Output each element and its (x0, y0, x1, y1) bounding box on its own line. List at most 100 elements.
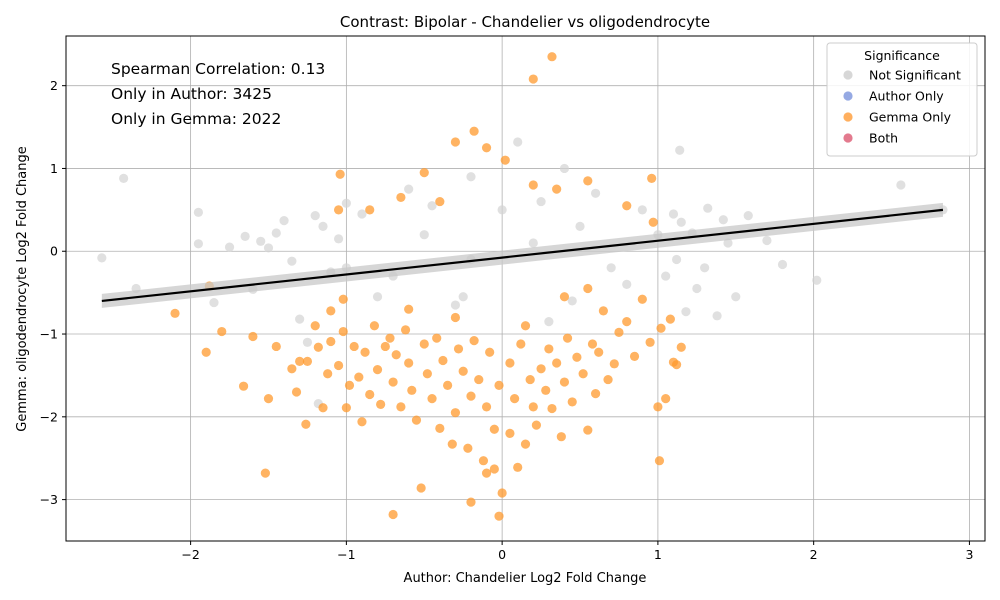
not-significant-point (536, 196, 546, 207)
not-significant-point (333, 234, 344, 244)
gemma-only-point (629, 351, 640, 361)
gemma-only-point (505, 428, 515, 438)
not-significant-point (497, 205, 507, 215)
gemma-only-point (665, 314, 675, 324)
gemma-only-point (427, 394, 437, 404)
gemma-only-point (391, 350, 401, 360)
gemma-only-point (520, 321, 531, 331)
gemma-only-point (201, 347, 211, 357)
gemma-only-point (587, 339, 598, 349)
gemma-only-point (310, 321, 320, 331)
gemma-only-point (466, 391, 476, 401)
gemma-only-point (489, 424, 499, 434)
y-tick-label: 0 (50, 244, 58, 259)
not-significant-point (404, 184, 414, 194)
gemma-only-point (671, 360, 682, 370)
gemma-only-point (481, 143, 492, 153)
gemma-only-point (481, 468, 492, 478)
not-significant-point (209, 297, 219, 308)
gemma-only-point (552, 184, 562, 194)
legend-label: Not Significant (869, 68, 961, 83)
gemma-only-point (341, 403, 351, 413)
not-significant-point (723, 238, 733, 248)
gemma-only-point (349, 341, 359, 352)
not-significant-point (731, 292, 741, 302)
gemma-only-point (291, 387, 302, 397)
gemma-only-point (260, 468, 270, 478)
y-tick-label: −2 (40, 409, 58, 424)
not-significant-point (466, 172, 476, 182)
gemma-only-point (217, 326, 227, 337)
not-significant-point (675, 145, 685, 155)
gemma-only-point (509, 394, 520, 404)
not-significant-point (263, 243, 274, 253)
gemma-only-point (525, 374, 535, 385)
gemma-only-point (536, 364, 546, 374)
not-significant-point (528, 238, 538, 248)
legend-marker (843, 133, 853, 143)
x-axis-ticks: −2 −1 0 1 2 3 (181, 541, 973, 562)
x-tick-label: 3 (965, 547, 973, 562)
x-tick-label: 2 (810, 547, 818, 562)
gemma-only-point (547, 52, 557, 62)
gemma-only-point (419, 339, 429, 349)
not-significant-point (671, 254, 682, 265)
not-significant-point (668, 209, 679, 219)
gemma-only-point (170, 308, 180, 318)
gemma-only-point (313, 342, 323, 352)
gemma-only-point (396, 402, 406, 412)
not-significant-point (271, 228, 281, 238)
gemma-only-point (614, 327, 624, 337)
regression-line (101, 208, 944, 303)
gemma-only-point (676, 342, 686, 352)
gemma-only-annotation: Only in Gemma: 2022 (111, 110, 281, 128)
gemma-only-point (263, 394, 274, 404)
gemma-only-point (474, 374, 484, 385)
gemma-only-point (369, 321, 380, 331)
gemma-only-point (497, 488, 507, 498)
legend-marker (843, 91, 853, 101)
gemma-only-point (562, 333, 573, 343)
not-significant-point (427, 201, 437, 211)
gemma-only-point (500, 155, 510, 165)
not-significant-point (419, 230, 429, 240)
x-tick-label: −1 (337, 547, 355, 562)
gemma-only-point (407, 385, 417, 395)
regression-line-group (101, 208, 944, 303)
gemma-only-point (466, 497, 476, 507)
not-significant-point (637, 205, 647, 215)
gemma-only-point (388, 509, 398, 520)
not-significant-point (777, 259, 788, 270)
gemma-only-point (238, 381, 249, 391)
not-significant-point (606, 263, 616, 273)
gemma-only-point (302, 356, 313, 366)
gemma-only-point (295, 356, 305, 366)
legend-box (826, 42, 978, 157)
gemma-only-point (645, 337, 655, 347)
not-significant-point (567, 296, 577, 306)
gemma-only-point (494, 380, 504, 390)
gemma-only-point (598, 306, 608, 316)
gemma-only-point (458, 366, 468, 376)
gemma-only-point (404, 304, 414, 314)
gemma-only-point (594, 347, 604, 357)
plot-frame (65, 35, 986, 542)
not-significant-point (812, 275, 822, 285)
gemma-only-point (478, 456, 489, 466)
not-significant-point (357, 209, 367, 219)
not-significant-point (450, 300, 461, 310)
x-tick-label: 1 (654, 547, 662, 562)
gemma-only-point (335, 169, 345, 179)
not-significant-point (762, 235, 772, 246)
gemma-only-point (416, 483, 426, 493)
gemma-only-point (481, 402, 492, 412)
not-significant-point (622, 279, 632, 289)
gemma-only-point (438, 355, 448, 366)
y-axis-ticks: −3 −2 −1 0 1 2 (40, 78, 66, 507)
gemma-only-point (583, 283, 593, 294)
statistics-annotations: Spearman Correlation: 0.13 Only in Autho… (111, 60, 325, 128)
not-significant-point (681, 307, 691, 317)
gemma-only-point (344, 380, 355, 390)
gemma-only-point (365, 389, 375, 400)
